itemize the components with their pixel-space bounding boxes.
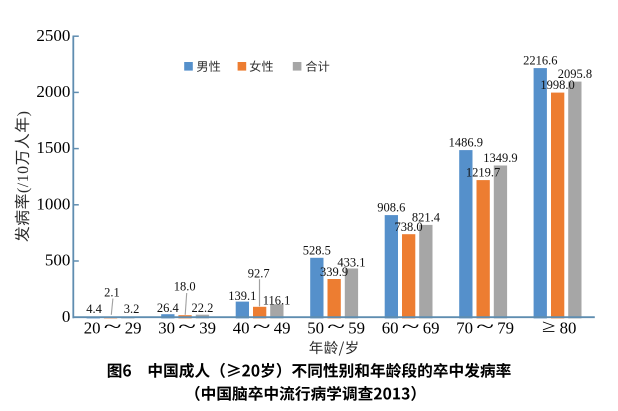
svg-text:116.1: 116.1 — [263, 294, 291, 308]
svg-text:4.4: 4.4 — [86, 302, 102, 316]
svg-text:~: ~ — [253, 315, 271, 337]
svg-text:69: 69 — [423, 318, 440, 337]
svg-text:29: 29 — [125, 318, 142, 337]
svg-text:22.2: 22.2 — [191, 301, 213, 315]
svg-text:1998.0: 1998.0 — [540, 78, 574, 92]
svg-text:40: 40 — [233, 318, 250, 337]
svg-text:2216.6: 2216.6 — [523, 54, 557, 68]
svg-text:~: ~ — [476, 315, 494, 337]
svg-text:1500: 1500 — [36, 138, 70, 157]
svg-text:30: 30 — [158, 318, 175, 337]
svg-text:70: 70 — [456, 318, 473, 337]
svg-text:2500: 2500 — [36, 26, 70, 45]
svg-text:39: 39 — [199, 318, 216, 337]
svg-text:≥: ≥ — [542, 316, 556, 336]
svg-text:821.4: 821.4 — [412, 210, 441, 224]
svg-text:433.1: 433.1 — [337, 255, 365, 269]
svg-text:2000: 2000 — [36, 82, 70, 101]
svg-text:~: ~ — [178, 315, 196, 337]
svg-text:339.9: 339.9 — [320, 265, 348, 279]
svg-text:92.7: 92.7 — [248, 266, 270, 280]
svg-text:79: 79 — [497, 318, 514, 337]
svg-text:~: ~ — [327, 315, 345, 337]
svg-text:26.4: 26.4 — [157, 301, 180, 315]
svg-text:3.2: 3.2 — [124, 302, 140, 316]
svg-text:50: 50 — [307, 318, 324, 337]
svg-text:1219.7: 1219.7 — [466, 166, 500, 180]
svg-text:18.0: 18.0 — [174, 280, 196, 294]
svg-text:49: 49 — [274, 318, 291, 337]
svg-text:1000: 1000 — [36, 194, 70, 213]
svg-text:738.0: 738.0 — [395, 220, 423, 234]
svg-text:2095.8: 2095.8 — [558, 67, 592, 81]
svg-text:2.1: 2.1 — [104, 285, 120, 299]
svg-text:0: 0 — [62, 307, 71, 326]
svg-text:59: 59 — [348, 318, 365, 337]
svg-text:908.6: 908.6 — [377, 201, 405, 215]
svg-text:~: ~ — [402, 315, 420, 337]
svg-text:528.5: 528.5 — [303, 243, 331, 257]
svg-text:80: 80 — [560, 318, 577, 337]
svg-text:139.1: 139.1 — [228, 289, 256, 303]
svg-text:1349.9: 1349.9 — [483, 151, 517, 165]
svg-text:1486.9: 1486.9 — [449, 136, 483, 150]
svg-text:60: 60 — [382, 318, 399, 337]
svg-text:500: 500 — [45, 251, 71, 270]
svg-text:~: ~ — [104, 315, 122, 337]
svg-text:20: 20 — [84, 318, 101, 337]
